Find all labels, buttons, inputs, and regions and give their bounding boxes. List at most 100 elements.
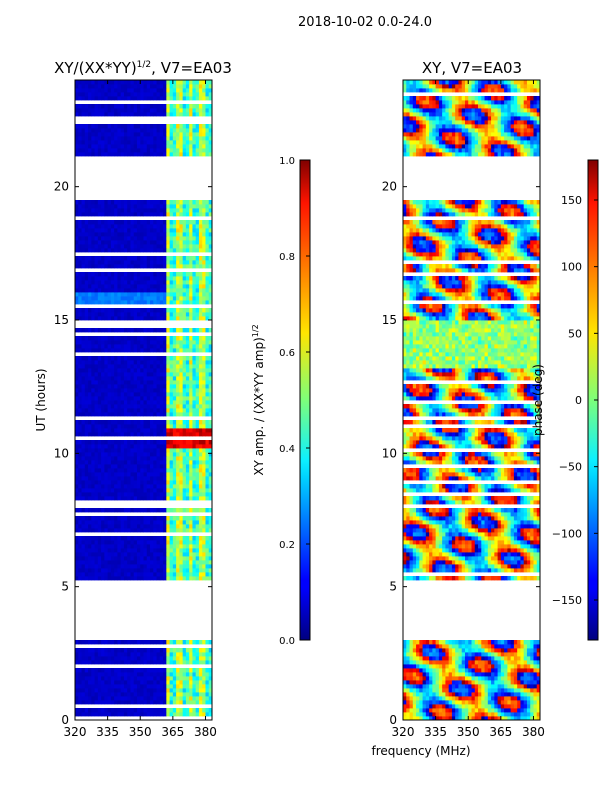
heatmap-cell xyxy=(163,556,167,561)
heatmap-cell xyxy=(176,540,180,545)
heatmap-cell xyxy=(530,708,534,713)
heatmap-cell xyxy=(88,448,92,453)
heatmap-cell xyxy=(117,376,122,381)
heatmap-cell xyxy=(104,388,109,393)
heatmap-cell xyxy=(143,444,148,449)
heatmap-cell xyxy=(107,220,112,225)
heatmap-cell xyxy=(133,468,138,473)
heatmap-cell xyxy=(140,80,144,85)
heatmap-cell xyxy=(205,412,210,417)
heatmap-cell xyxy=(133,308,138,313)
heatmap-cell xyxy=(130,272,135,277)
heatmap-cell xyxy=(163,296,167,301)
heatmap-cell xyxy=(143,480,148,485)
heatmap-cell xyxy=(97,556,102,561)
heatmap-cell xyxy=(94,348,99,353)
heatmap-cell xyxy=(94,312,99,317)
heatmap-cell xyxy=(88,388,92,393)
heatmap-cell xyxy=(81,108,86,113)
heatmap-cell xyxy=(205,452,210,457)
heatmap-cell xyxy=(133,420,138,425)
heatmap-cell xyxy=(127,204,131,209)
heatmap-cell xyxy=(422,716,427,721)
heatmap-cell xyxy=(107,336,112,341)
heatmap-cell xyxy=(202,656,206,661)
heatmap-cell xyxy=(88,476,92,481)
heatmap-cell xyxy=(75,284,79,289)
heatmap-cell xyxy=(104,680,109,685)
heatmap-cell xyxy=(195,88,200,93)
heatmap-cell xyxy=(166,680,171,685)
heatmap-cell xyxy=(78,508,83,513)
heatmap-cell xyxy=(166,524,171,529)
heatmap-cell xyxy=(156,348,161,353)
heatmap-cell xyxy=(150,552,154,557)
heatmap-cell xyxy=(205,444,210,449)
heatmap-cell xyxy=(75,404,79,409)
heatmap-cell xyxy=(78,228,83,233)
heatmap-cell xyxy=(185,564,190,569)
heatmap-cell xyxy=(169,372,174,377)
heatmap-cell xyxy=(146,484,151,489)
heatmap-cell xyxy=(114,448,118,453)
heatmap-cell xyxy=(419,716,424,721)
heatmap-cell xyxy=(88,524,92,529)
heatmap-cell xyxy=(136,88,141,93)
heatmap-cell xyxy=(143,336,148,341)
heatmap-cell xyxy=(189,460,193,465)
heatmap-cell xyxy=(127,556,131,561)
heatmap-cell xyxy=(117,428,122,433)
heatmap-cell xyxy=(101,284,105,289)
heatmap-cell xyxy=(104,104,109,109)
heatmap-cell xyxy=(205,284,210,289)
heatmap-cell xyxy=(179,492,184,497)
heatmap-cell xyxy=(195,568,200,573)
heatmap-cell xyxy=(81,472,86,477)
heatmap-cell xyxy=(140,428,144,433)
heatmap-cell xyxy=(114,140,118,145)
heatmap-cell xyxy=(208,536,213,541)
heatmap-cell xyxy=(127,412,131,417)
heatmap-cell xyxy=(123,448,128,453)
heatmap-cell xyxy=(140,348,144,353)
heatmap-cell xyxy=(192,400,197,405)
heatmap-cell xyxy=(189,536,193,541)
heatmap-cell xyxy=(94,536,99,541)
heatmap-cell xyxy=(143,640,148,645)
heatmap-cell xyxy=(163,336,167,341)
heatmap-cell xyxy=(166,316,171,321)
heatmap-cell xyxy=(114,552,118,557)
heatmap-cell xyxy=(114,680,118,685)
heatmap-cell xyxy=(101,232,105,237)
heatmap-cell xyxy=(97,424,102,429)
heatmap-cell xyxy=(189,200,193,205)
heatmap-cell xyxy=(202,128,206,133)
heatmap-cell xyxy=(91,492,96,497)
heatmap-cell xyxy=(75,80,79,85)
heatmap-cell xyxy=(176,296,180,301)
heatmap-cell xyxy=(189,276,193,281)
heatmap-cell xyxy=(150,136,154,141)
heatmap-cell xyxy=(182,692,187,697)
heatmap-cell xyxy=(189,140,193,145)
heatmap-cell xyxy=(536,704,541,709)
heatmap-cell xyxy=(182,80,187,85)
heatmap-cell xyxy=(114,476,118,481)
heatmap-cell xyxy=(133,492,138,497)
heatmap-cell xyxy=(189,564,193,569)
heatmap-cell xyxy=(78,240,83,245)
heatmap-cell xyxy=(445,708,450,713)
heatmap-cell xyxy=(176,292,180,297)
heatmap-cell xyxy=(104,92,109,97)
heatmap-cell xyxy=(445,704,450,709)
heatmap-cell xyxy=(75,496,79,501)
heatmap-cell xyxy=(101,516,105,521)
heatmap-cell xyxy=(172,400,177,405)
heatmap-cell xyxy=(176,696,180,701)
heatmap-cell xyxy=(198,400,203,405)
heatmap-cell xyxy=(120,452,125,457)
heatmap-cell xyxy=(471,716,476,721)
heatmap-cell xyxy=(169,432,174,437)
heatmap-cell xyxy=(107,376,112,381)
heatmap-cell xyxy=(78,368,83,373)
